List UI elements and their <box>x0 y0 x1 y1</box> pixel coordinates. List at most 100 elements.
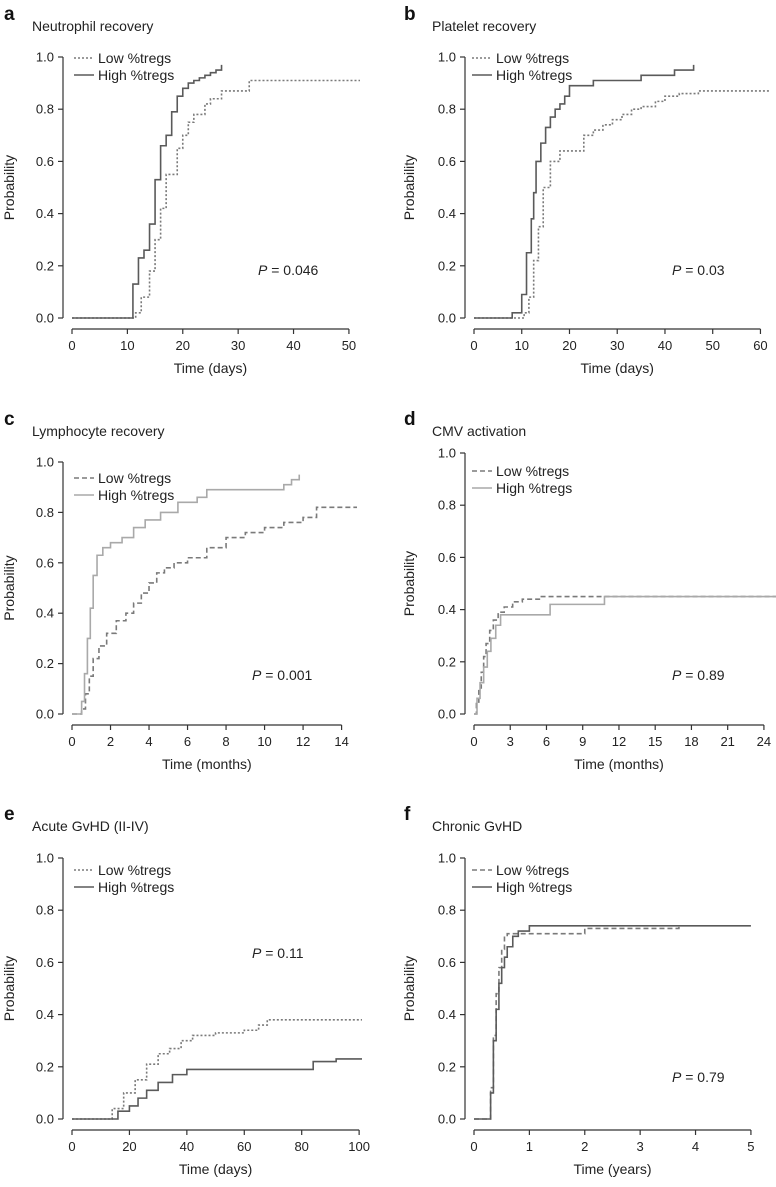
y-tick-label: 0.6 <box>438 955 456 970</box>
x-tick-label: 2 <box>581 1139 588 1154</box>
panel-a: a Neutrophil recovery 0.0 0.2 0.4 0.6 0.8 1.0 0 1… <box>1 4 360 376</box>
y-tick-label: 0.4 <box>36 1007 54 1022</box>
legend-label: Low %tregs <box>98 50 171 66</box>
p-value: P = 0.79 <box>672 1069 725 1085</box>
y-axis-label: Probability <box>1 555 17 620</box>
y-tick-label: 1.0 <box>438 851 456 866</box>
y-tick-label: 0.8 <box>438 498 456 513</box>
x-tick-label: 24 <box>757 734 771 749</box>
x-tick-label: 0 <box>470 734 477 749</box>
y-tick-label: 0.2 <box>438 654 456 669</box>
x-tick-label: 100 <box>348 1139 370 1154</box>
x-axis-label: Time (months) <box>162 756 252 772</box>
panel-title: Lymphocyte recovery <box>32 423 165 439</box>
x-tick-label: 6 <box>184 734 191 749</box>
x-tick-label: 0 <box>68 338 75 353</box>
series-line-low-tregs <box>72 506 357 715</box>
panel-letter: d <box>404 409 416 430</box>
x-tick-label: 10 <box>257 734 271 749</box>
y-tick-label: 1.0 <box>36 50 54 65</box>
x-tick-label: 20 <box>562 338 576 353</box>
x-tick-label: 60 <box>753 338 767 353</box>
panel-letter: b <box>404 4 416 25</box>
legend-label: High %tregs <box>98 487 174 503</box>
series-line-high-tregs <box>72 64 223 319</box>
series-line-low-tregs <box>72 79 360 319</box>
series-line-high-tregs <box>474 925 751 1120</box>
series-line-low-tregs <box>474 90 770 319</box>
p-value: P = 0.046 <box>258 262 319 278</box>
y-tick-label: 0.0 <box>438 311 456 326</box>
y-tick-label: 0.4 <box>36 206 54 221</box>
y-tick-label: 0.4 <box>438 602 456 617</box>
p-value: P = 0.001 <box>252 667 313 683</box>
panel-e: e Acute GvHD (II-IV) 0.0 0.2 0.4 0.6 0.8 1.0 0 20… <box>1 804 370 1177</box>
y-tick-label: 0.2 <box>438 1059 456 1074</box>
x-tick-label: 10 <box>120 338 134 353</box>
y-tick-label: 0.8 <box>438 903 456 918</box>
x-axis-label: Time (days) <box>581 360 654 376</box>
y-tick-label: 1.0 <box>438 446 456 461</box>
x-tick-label: 3 <box>637 1139 644 1154</box>
y-tick-label: 1.0 <box>36 851 54 866</box>
series-line-low-tregs <box>474 925 680 1120</box>
y-tick-label: 0.8 <box>36 903 54 918</box>
x-tick-label: 40 <box>286 338 300 353</box>
y-tick-label: 0.6 <box>36 154 54 169</box>
y-tick-label: 0.2 <box>36 258 54 273</box>
x-tick-label: 20 <box>122 1139 136 1154</box>
y-tick-label: 0.0 <box>36 311 54 326</box>
y-tick-label: 0.6 <box>36 555 54 570</box>
legend-label: High %tregs <box>98 879 174 895</box>
y-tick-label: 0.0 <box>36 707 54 722</box>
x-tick-label: 50 <box>342 338 356 353</box>
x-tick-label: 20 <box>176 338 190 353</box>
y-tick-label: 0.2 <box>36 656 54 671</box>
legend-label: High %tregs <box>496 67 572 83</box>
series-line-high-tregs <box>474 64 695 319</box>
series-line-high-tregs <box>72 474 301 715</box>
panel-letter: e <box>4 804 15 825</box>
y-tick-label: 0.4 <box>438 1007 456 1022</box>
series-line-high-tregs <box>474 595 776 715</box>
y-axis-label: Probability <box>401 551 417 616</box>
x-tick-label: 60 <box>237 1139 251 1154</box>
y-tick-label: 0.0 <box>438 707 456 722</box>
x-tick-label: 12 <box>612 734 626 749</box>
x-tick-label: 6 <box>543 734 550 749</box>
y-tick-label: 0.4 <box>36 606 54 621</box>
x-tick-label: 8 <box>222 734 229 749</box>
x-tick-label: 3 <box>507 734 514 749</box>
x-tick-label: 1 <box>526 1139 533 1154</box>
y-axis-label: Probability <box>1 956 17 1021</box>
x-tick-label: 40 <box>180 1139 194 1154</box>
y-tick-label: 0.0 <box>36 1112 54 1127</box>
x-tick-label: 5 <box>747 1139 754 1154</box>
panel-title: Acute GvHD (II-IV) <box>32 818 149 834</box>
panel-c: c Lymphocyte recovery 0.0 0.2 0.4 0.6 0.8 1.0 0 2… <box>1 409 357 772</box>
legend-label: Low %tregs <box>98 862 171 878</box>
p-value: P = 0.11 <box>252 945 304 961</box>
y-axis-label: Probability <box>401 956 417 1021</box>
legend-label: High %tregs <box>496 879 572 895</box>
x-tick-label: 80 <box>294 1139 308 1154</box>
legend-label: High %tregs <box>98 67 174 83</box>
x-tick-label: 4 <box>692 1139 699 1154</box>
x-tick-label: 40 <box>658 338 672 353</box>
x-tick-label: 30 <box>610 338 624 353</box>
series-line-high-tregs <box>72 1058 362 1120</box>
panel-letter: c <box>4 409 15 430</box>
legend-label: Low %tregs <box>496 862 569 878</box>
p-value: P = 0.89 <box>672 667 725 683</box>
y-tick-label: 1.0 <box>36 455 54 470</box>
y-tick-label: 0.6 <box>36 955 54 970</box>
panel-title: Chronic GvHD <box>432 818 522 834</box>
y-tick-label: 0.2 <box>36 1059 54 1074</box>
x-axis-label: Time (years) <box>573 1161 651 1177</box>
y-tick-label: 0.8 <box>438 102 456 117</box>
x-tick-label: 30 <box>231 338 245 353</box>
